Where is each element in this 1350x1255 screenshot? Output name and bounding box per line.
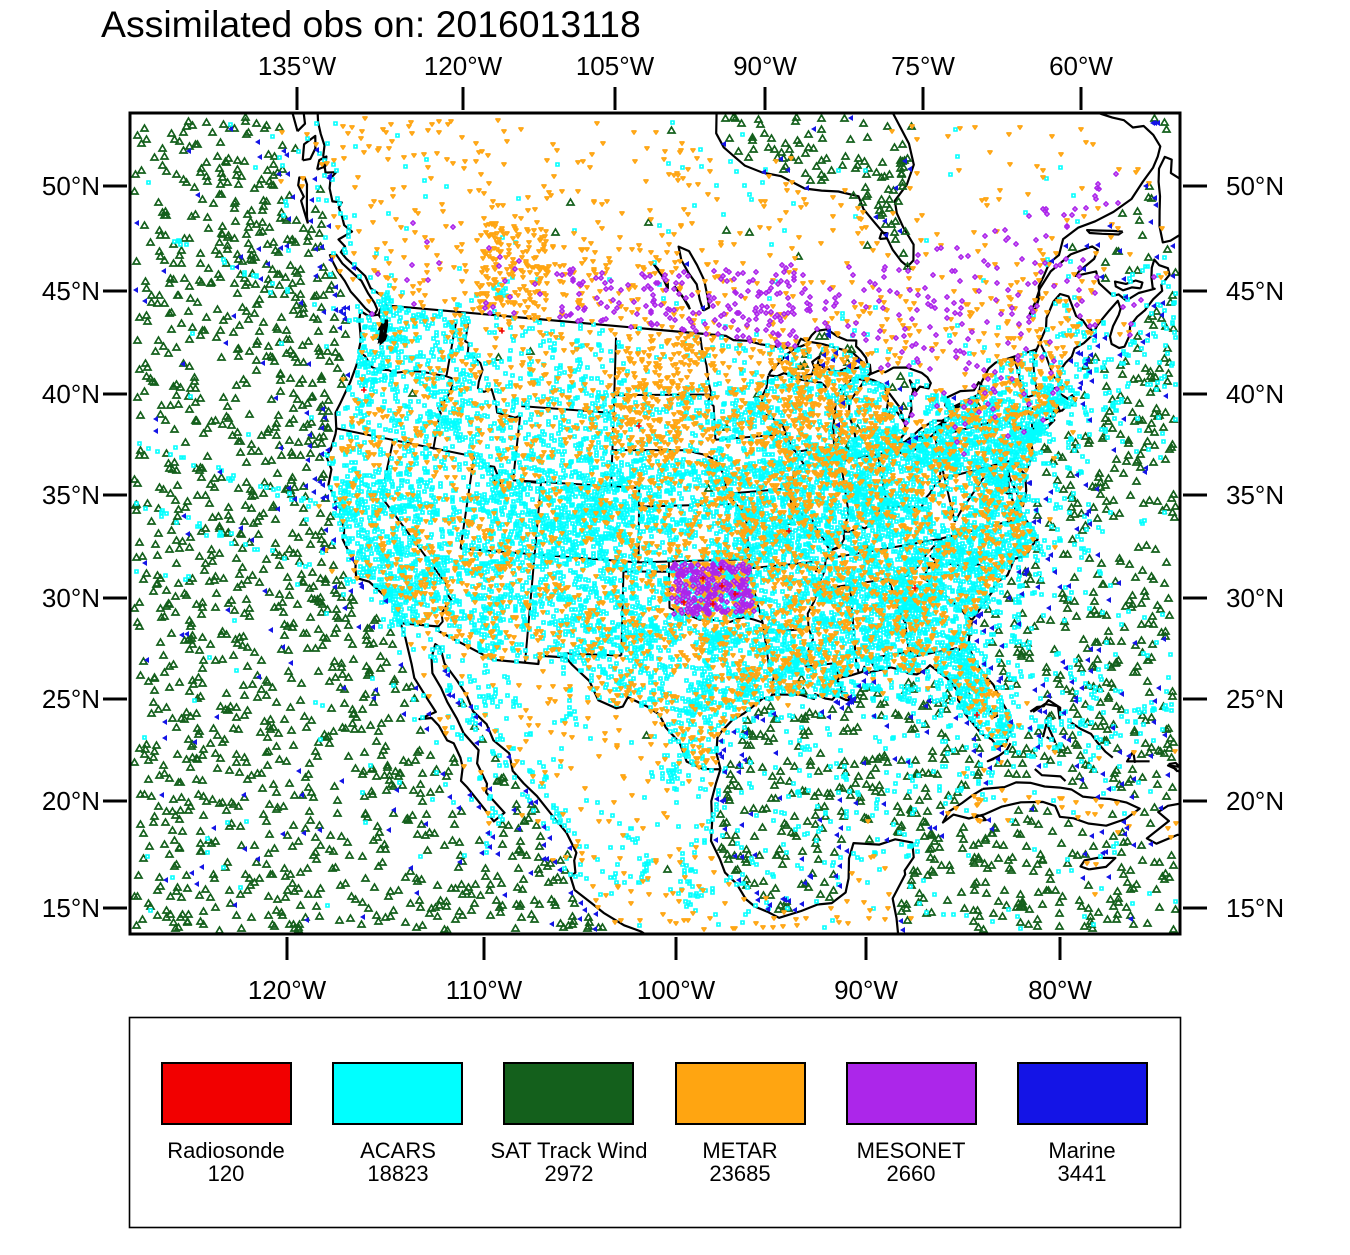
svg-text:15°N: 15°N — [42, 893, 100, 923]
svg-text:METAR: METAR — [702, 1138, 777, 1163]
svg-text:35°N: 35°N — [1226, 480, 1284, 510]
svg-text:30°N: 30°N — [42, 583, 100, 613]
svg-text:40°N: 40°N — [1226, 379, 1284, 409]
svg-text:135°W: 135°W — [258, 51, 337, 81]
svg-text:Marine: Marine — [1048, 1138, 1115, 1163]
svg-text:20°N: 20°N — [42, 786, 100, 816]
svg-text:SAT Track Wind: SAT Track Wind — [491, 1138, 648, 1163]
svg-text:90°W: 90°W — [834, 975, 898, 1005]
svg-text:25°N: 25°N — [1226, 684, 1284, 714]
svg-text:30°N: 30°N — [1226, 583, 1284, 613]
svg-text:15°N: 15°N — [1226, 893, 1284, 923]
svg-text:105°W: 105°W — [576, 51, 655, 81]
svg-text:45°N: 45°N — [42, 276, 100, 306]
svg-text:ACARS: ACARS — [360, 1138, 436, 1163]
svg-text:23685: 23685 — [709, 1161, 770, 1186]
svg-text:18823: 18823 — [367, 1161, 428, 1186]
svg-text:120°W: 120°W — [424, 51, 503, 81]
svg-text:Radiosonde: Radiosonde — [167, 1138, 284, 1163]
svg-text:25°N: 25°N — [42, 684, 100, 714]
svg-text:60°W: 60°W — [1049, 51, 1113, 81]
svg-text:90°W: 90°W — [733, 51, 797, 81]
svg-text:120°W: 120°W — [248, 975, 327, 1005]
svg-text:20°N: 20°N — [1226, 786, 1284, 816]
svg-text:50°N: 50°N — [1226, 171, 1284, 201]
svg-text:75°W: 75°W — [891, 51, 955, 81]
svg-text:3441: 3441 — [1058, 1161, 1107, 1186]
svg-text:80°W: 80°W — [1028, 975, 1092, 1005]
svg-text:Assimilated obs on: 2016013118: Assimilated obs on: 2016013118 — [101, 3, 641, 45]
svg-text:2660: 2660 — [887, 1161, 936, 1186]
svg-text:MESONET: MESONET — [857, 1138, 966, 1163]
svg-text:40°N: 40°N — [42, 379, 100, 409]
svg-text:120: 120 — [208, 1161, 245, 1186]
svg-text:50°N: 50°N — [42, 171, 100, 201]
svg-text:110°W: 110°W — [446, 975, 523, 1005]
svg-text:100°W: 100°W — [637, 975, 716, 1005]
svg-text:45°N: 45°N — [1226, 276, 1284, 306]
svg-text:2972: 2972 — [545, 1161, 594, 1186]
svg-text:35°N: 35°N — [42, 480, 100, 510]
